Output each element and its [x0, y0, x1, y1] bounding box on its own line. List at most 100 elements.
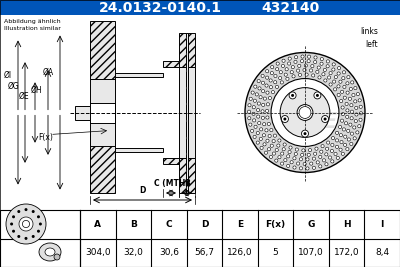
Circle shape: [320, 62, 323, 65]
Circle shape: [350, 142, 353, 146]
Circle shape: [253, 135, 256, 139]
Bar: [0, 210, 400, 267]
Text: 126,0: 126,0: [227, 248, 253, 257]
Circle shape: [258, 121, 261, 125]
Circle shape: [32, 210, 35, 213]
Circle shape: [275, 159, 278, 162]
Bar: [163, 61, 179, 67]
Circle shape: [294, 152, 297, 156]
Circle shape: [278, 139, 281, 142]
Bar: [188, 33, 195, 67]
Circle shape: [308, 148, 312, 152]
Circle shape: [261, 116, 264, 119]
Circle shape: [282, 59, 285, 62]
Circle shape: [326, 60, 330, 63]
Text: D: D: [139, 186, 146, 195]
Circle shape: [32, 235, 35, 238]
Circle shape: [303, 68, 306, 72]
Circle shape: [288, 62, 291, 65]
Circle shape: [248, 110, 251, 113]
Circle shape: [273, 134, 276, 137]
Text: 107,0: 107,0: [298, 248, 324, 257]
Circle shape: [266, 70, 269, 73]
Circle shape: [311, 65, 314, 68]
Circle shape: [296, 69, 300, 72]
Circle shape: [358, 125, 361, 128]
Circle shape: [346, 147, 349, 151]
Circle shape: [350, 110, 354, 113]
Text: ØE: ØE: [18, 91, 29, 100]
Circle shape: [10, 222, 13, 226]
Circle shape: [271, 78, 339, 146]
Circle shape: [248, 117, 251, 120]
Circle shape: [350, 117, 353, 120]
Bar: [90, 103, 115, 123]
Circle shape: [339, 148, 342, 151]
Circle shape: [331, 160, 334, 163]
Circle shape: [261, 110, 264, 113]
Bar: [163, 158, 179, 164]
Circle shape: [336, 156, 339, 159]
Circle shape: [37, 230, 40, 233]
Circle shape: [284, 73, 287, 76]
Bar: [186, 33, 188, 193]
Circle shape: [267, 148, 270, 151]
Circle shape: [24, 208, 28, 211]
Bar: [179, 33, 186, 67]
Circle shape: [351, 81, 354, 84]
Circle shape: [294, 56, 298, 59]
Circle shape: [300, 60, 304, 63]
Circle shape: [342, 77, 345, 80]
Text: ØI: ØI: [4, 70, 12, 80]
Circle shape: [340, 119, 344, 122]
Circle shape: [341, 106, 344, 109]
Text: E: E: [237, 220, 243, 229]
Circle shape: [271, 65, 274, 69]
Circle shape: [285, 68, 288, 71]
Circle shape: [266, 103, 270, 106]
Circle shape: [314, 60, 317, 64]
Circle shape: [341, 152, 344, 155]
Circle shape: [266, 76, 269, 79]
Circle shape: [268, 96, 272, 100]
Circle shape: [260, 146, 263, 150]
Text: 5: 5: [273, 248, 278, 257]
Text: G: G: [308, 220, 315, 229]
Text: links
left: links left: [360, 27, 378, 49]
Circle shape: [263, 143, 266, 146]
Circle shape: [12, 215, 15, 218]
Circle shape: [257, 115, 260, 118]
Circle shape: [267, 122, 270, 125]
Circle shape: [302, 149, 305, 152]
Text: H: H: [343, 220, 350, 229]
Bar: [90, 21, 115, 79]
Circle shape: [320, 57, 324, 61]
Circle shape: [272, 152, 276, 155]
Circle shape: [343, 96, 346, 99]
Circle shape: [359, 105, 362, 108]
Circle shape: [252, 106, 255, 109]
Circle shape: [290, 70, 293, 74]
Circle shape: [249, 97, 252, 100]
Circle shape: [298, 64, 301, 68]
Circle shape: [274, 81, 277, 84]
Circle shape: [249, 123, 252, 126]
Circle shape: [307, 60, 310, 63]
Text: D: D: [201, 220, 208, 229]
Circle shape: [334, 76, 338, 79]
Circle shape: [355, 106, 358, 109]
Circle shape: [293, 166, 296, 169]
Circle shape: [325, 163, 328, 166]
Circle shape: [254, 85, 257, 88]
Circle shape: [266, 91, 269, 94]
Circle shape: [334, 88, 337, 91]
Circle shape: [276, 68, 279, 71]
Circle shape: [336, 139, 339, 142]
Circle shape: [356, 92, 360, 96]
Circle shape: [275, 85, 278, 88]
Circle shape: [251, 91, 254, 94]
Circle shape: [337, 85, 340, 88]
Circle shape: [354, 119, 357, 123]
Circle shape: [310, 162, 313, 165]
Circle shape: [325, 153, 328, 156]
